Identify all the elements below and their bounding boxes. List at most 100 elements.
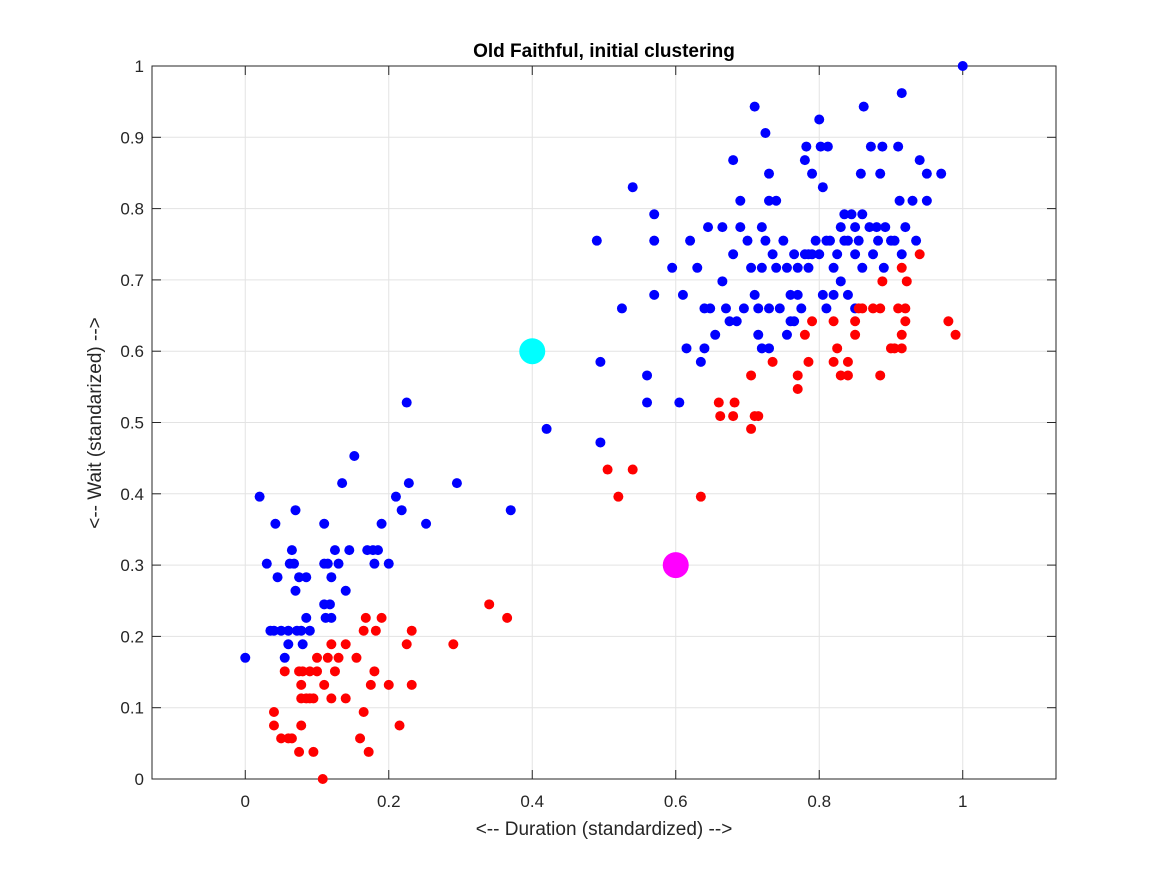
data-point <box>279 666 290 677</box>
data-point <box>383 558 394 569</box>
data-point <box>595 437 606 448</box>
data-point <box>301 612 312 623</box>
data-point <box>735 222 746 233</box>
data-point <box>279 652 290 663</box>
data-point <box>875 168 886 179</box>
data-point <box>896 88 907 99</box>
series-1 <box>268 249 961 784</box>
data-point <box>835 222 846 233</box>
data-point <box>699 343 710 354</box>
data-point <box>792 289 803 300</box>
data-point <box>541 423 552 434</box>
data-point <box>764 343 775 354</box>
data-point <box>705 303 716 314</box>
data-point <box>283 639 294 650</box>
data-point <box>742 235 753 246</box>
x-tick-label: 0.6 <box>664 792 688 811</box>
data-point <box>369 666 380 677</box>
data-point <box>349 451 360 462</box>
data-point <box>857 303 868 314</box>
data-point <box>792 370 803 381</box>
data-point <box>877 141 888 152</box>
data-point <box>344 545 355 556</box>
chart-title: Old Faithful, initial clustering <box>473 41 735 62</box>
data-point <box>839 209 850 220</box>
data-point <box>868 303 879 314</box>
data-point <box>394 720 405 731</box>
data-point <box>695 491 706 502</box>
data-point <box>807 249 818 260</box>
data-point <box>900 222 911 233</box>
data-point <box>724 316 735 327</box>
data-point <box>286 545 297 556</box>
data-point <box>484 599 495 610</box>
data-point <box>376 518 387 529</box>
data-point <box>880 222 891 233</box>
data-point <box>396 505 407 516</box>
data-point <box>911 235 922 246</box>
data-point <box>842 289 853 300</box>
y-tick-label: 0.5 <box>120 414 144 433</box>
data-point <box>326 612 337 623</box>
data-point <box>502 612 513 623</box>
data-point <box>943 316 954 327</box>
data-point <box>268 625 279 636</box>
data-point <box>756 222 767 233</box>
data-point <box>835 370 846 381</box>
data-point <box>817 182 828 193</box>
data-point <box>796 303 807 314</box>
data-point <box>857 262 868 273</box>
data-point <box>789 249 800 260</box>
y-tick-label: 1 <box>135 57 144 76</box>
data-point <box>289 558 300 569</box>
data-point <box>613 491 624 502</box>
data-point <box>835 276 846 287</box>
data-point <box>728 155 739 166</box>
data-point <box>360 612 371 623</box>
data-point <box>957 61 968 71</box>
data-point <box>317 774 328 784</box>
data-point <box>319 679 330 690</box>
data-point <box>312 666 323 677</box>
y-tick-label: 0.9 <box>120 128 144 147</box>
data-point <box>807 168 818 179</box>
data-point <box>351 652 362 663</box>
data-point <box>296 720 307 731</box>
data-point <box>774 303 785 314</box>
y-tick-labels: 0 0.1 0.2 0.3 0.4 0.5 0.6 0.7 0.8 0.9 1 <box>120 57 144 789</box>
data-point <box>729 397 740 408</box>
data-point <box>764 303 775 314</box>
data-point <box>771 195 782 206</box>
data-point <box>873 235 884 246</box>
data-point <box>369 558 380 569</box>
data-point <box>875 303 886 314</box>
data-point <box>781 329 792 340</box>
data-point <box>276 733 287 744</box>
data-point <box>853 235 864 246</box>
data-point <box>627 182 638 193</box>
data-point <box>817 289 828 300</box>
data-point <box>735 195 746 206</box>
data-point <box>738 303 749 314</box>
data-point <box>406 679 417 690</box>
x-tick-labels: 0 0.2 0.4 0.6 0.8 1 <box>241 792 968 811</box>
data-point <box>358 625 369 636</box>
data-point <box>767 356 778 367</box>
data-point <box>807 316 818 327</box>
data-point <box>896 343 907 354</box>
data-point <box>602 464 613 475</box>
data-point <box>756 262 767 273</box>
data-point <box>695 356 706 367</box>
data-point <box>294 572 305 583</box>
data-point <box>358 706 369 717</box>
data-point <box>832 249 843 260</box>
data-point <box>889 343 900 354</box>
series-0 <box>240 61 968 663</box>
data-point <box>355 733 366 744</box>
data-point <box>842 370 853 381</box>
centroid-point <box>662 552 689 579</box>
data-point <box>921 195 932 206</box>
data-point <box>771 262 782 273</box>
